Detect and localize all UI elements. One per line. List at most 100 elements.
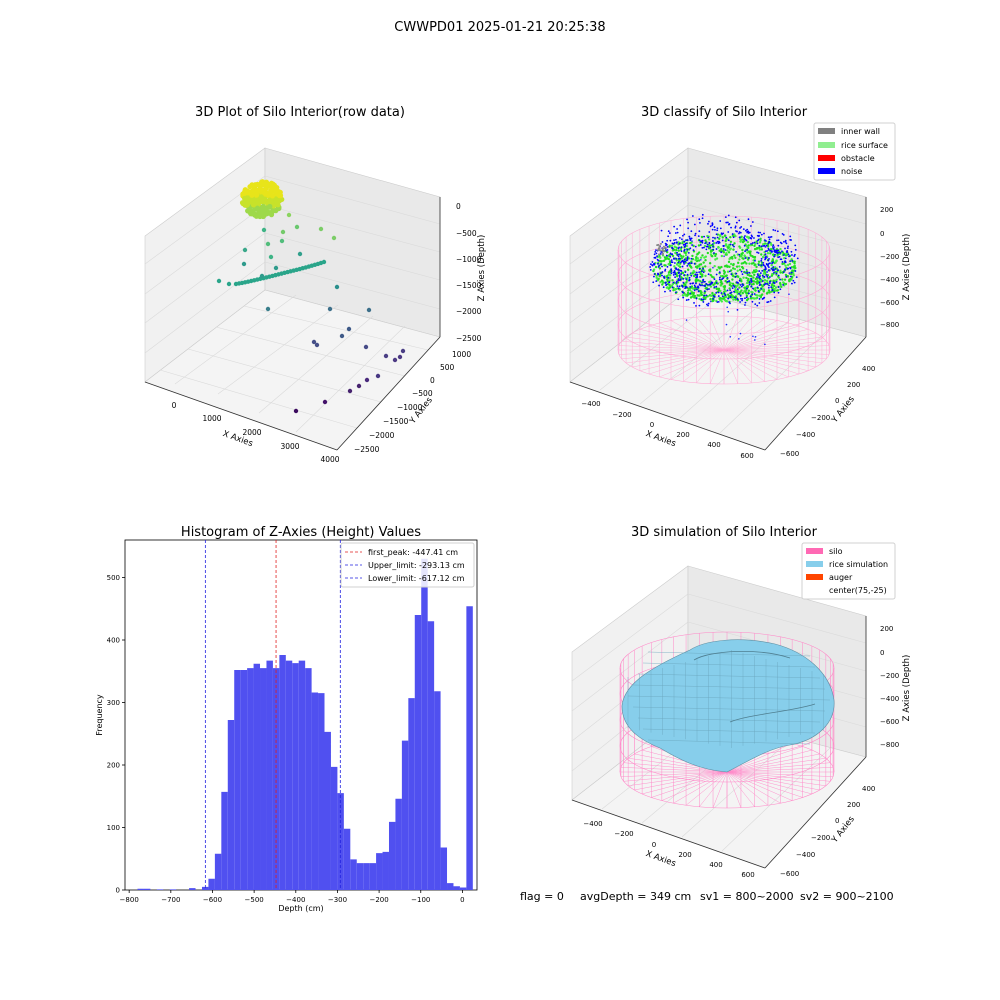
histogram-x-tick-label: −700 [161, 896, 180, 904]
noise-point [769, 280, 771, 283]
silo-spoke [723, 345, 830, 351]
rice-surface-point [732, 263, 735, 267]
silo-spoke [726, 771, 820, 791]
silo-spoke [634, 771, 728, 791]
raw-point [249, 192, 255, 198]
noise-point [712, 266, 714, 269]
noise-point [685, 299, 688, 301]
histogram-bar [266, 660, 273, 890]
histogram-bar [298, 660, 306, 890]
rice-surface-point [752, 276, 755, 279]
rice-surface-point [743, 260, 747, 264]
classify-z-tick: −400 [880, 276, 899, 284]
legend-noise-swatch [818, 168, 835, 174]
raw-point [334, 284, 340, 290]
noise-point [672, 274, 675, 276]
noise-point [789, 266, 792, 269]
noise-point [688, 235, 691, 238]
noise-point [705, 248, 708, 251]
rice-surface-point [659, 260, 663, 263]
noise-point [715, 273, 718, 276]
noise-point [756, 286, 759, 289]
rice-surface-point [696, 257, 699, 260]
noise-point [726, 277, 729, 279]
simulation-z-tick: −800 [880, 741, 899, 749]
histogram-bar [343, 828, 351, 890]
noise-point [670, 270, 673, 272]
simulation-y-tick: 200 [847, 801, 860, 809]
noise-point [707, 222, 709, 225]
simulation-y-tick: 400 [862, 785, 875, 793]
noise-point [703, 290, 706, 293]
noise-point [720, 292, 723, 294]
noise-point [687, 251, 690, 254]
raw-z-tick: −2000 [456, 307, 482, 316]
raw-point [254, 192, 260, 198]
noise-point [714, 228, 716, 231]
raw-y-tick: −1500 [383, 417, 409, 426]
rice-surface-point [686, 291, 690, 295]
noise-point [790, 250, 793, 253]
rice-surface-point [729, 240, 733, 244]
rice-surface-point [734, 287, 737, 291]
noise-point [781, 261, 784, 263]
classify-x-axis-label: X Axies [644, 429, 677, 449]
raw-point [293, 408, 299, 414]
rice-surface-point [724, 295, 728, 299]
noise-point [759, 283, 762, 286]
rice-surface-point [688, 288, 692, 292]
noise-point [697, 235, 700, 238]
noise-point [701, 246, 704, 249]
noise-point [752, 287, 754, 290]
noise-point [662, 286, 665, 289]
noise-point [771, 245, 774, 248]
simulation-z-tick: −200 [880, 672, 899, 680]
noise-point [739, 227, 741, 229]
rice-surface-point [704, 297, 707, 301]
rice-surface-point [735, 265, 739, 268]
silo-spoke [723, 320, 778, 351]
noise-point [750, 237, 753, 240]
noise-point [750, 281, 753, 283]
histogram-y-tick-label: 0 [116, 887, 120, 895]
raw-y-tick: 500 [440, 363, 455, 372]
noise-point [775, 272, 778, 275]
noise-point [722, 248, 725, 250]
noise-point [669, 239, 672, 242]
rice-surface-point [702, 296, 705, 299]
histogram-y-tick-label: 100 [107, 824, 120, 832]
surface-ridge [693, 651, 791, 661]
histogram-bar [369, 863, 377, 890]
raw-y-tick: −2000 [369, 431, 395, 440]
raw-data-3d-panel: 3D Plot of Silo Interior(row data) 0 100 [144, 105, 487, 464]
noise-point [677, 255, 680, 258]
rice-surface-point [754, 289, 757, 292]
raw-point [247, 184, 253, 190]
rice-surface-point [699, 280, 702, 283]
inner-wall-point [662, 250, 665, 253]
noise-point [754, 336, 757, 338]
raw-point [262, 191, 268, 197]
silo-spoke [726, 771, 781, 804]
noise-point [675, 282, 678, 284]
noise-point [678, 246, 680, 249]
silo-spoke [723, 317, 752, 351]
raw-point [249, 208, 256, 215]
noise-point [687, 298, 690, 301]
rice-surface-point [670, 244, 674, 247]
rice-surface-point [740, 235, 743, 238]
noise-point [763, 276, 766, 278]
noise-point [693, 223, 696, 226]
rice-surface-point [739, 237, 742, 241]
surface-mesh-line [642, 662, 816, 668]
rice-surface-point [721, 297, 724, 300]
noise-point [769, 276, 771, 278]
noise-point [649, 263, 652, 266]
classify-z-tick: −200 [880, 253, 899, 261]
silo-spoke [709, 316, 725, 351]
noise-point [744, 301, 747, 304]
noise-point [767, 265, 769, 267]
noise-point [695, 282, 697, 285]
simulation-z-axis-label: Z Axies (Depth) [902, 655, 912, 722]
histogram-bar [350, 859, 357, 890]
